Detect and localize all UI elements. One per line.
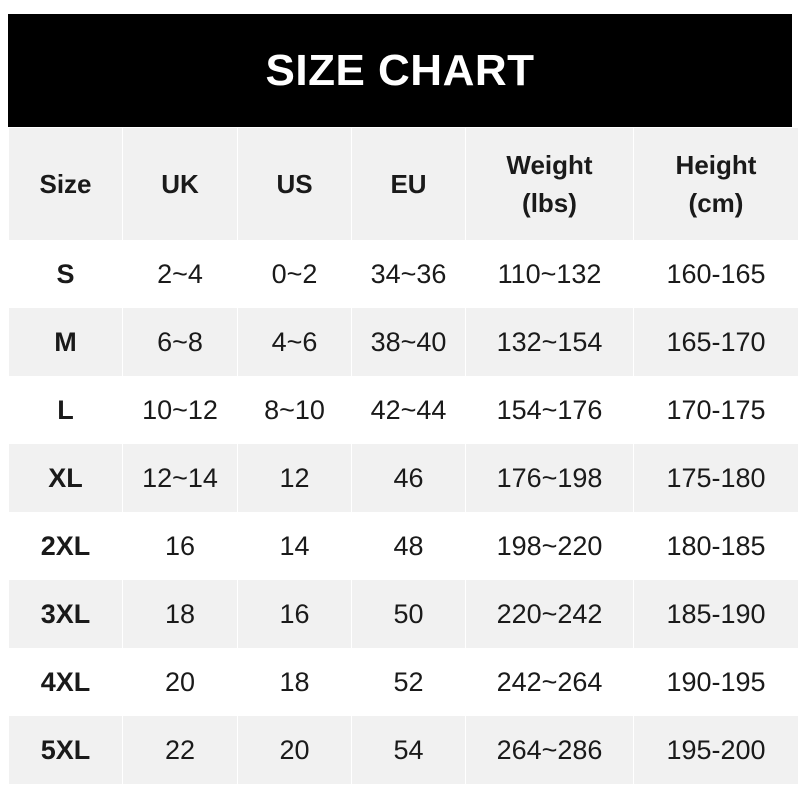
table-cell: 12~14 [122, 444, 238, 512]
table-cell: 170-175 [633, 376, 798, 444]
table-cell: 22 [122, 716, 238, 784]
size-chart-title: SIZE CHART [8, 14, 792, 127]
table-cell: 132~154 [465, 308, 634, 376]
table-cell: 110~132 [465, 240, 634, 308]
column-header-label: US [276, 169, 313, 199]
column-header-label: Size [39, 169, 92, 199]
table-cell: 198~220 [465, 512, 634, 580]
table-cell: 12 [237, 444, 352, 512]
table-cell: 8~10 [237, 376, 352, 444]
table-cell: 0~2 [237, 240, 352, 308]
column-header: US [237, 128, 352, 240]
size-cell: 5XL [8, 716, 123, 784]
table-cell: 20 [122, 648, 238, 716]
table-cell: 185-190 [633, 580, 798, 648]
table-row: 2XL 16 14 48 198~220 180-185 [8, 512, 798, 580]
table-row: 5XL 22 20 54 264~286 195-200 [8, 716, 798, 784]
size-chart-table: Size UK US EU Weight (lbs) Height (cm) S 2~4 0~2 3… [8, 128, 798, 784]
column-header-label: UK [161, 169, 199, 199]
table-cell: 176~198 [465, 444, 634, 512]
table-cell: 48 [351, 512, 466, 580]
table-cell: 195-200 [633, 716, 798, 784]
size-cell: 2XL [8, 512, 123, 580]
table-cell: 16 [122, 512, 238, 580]
table-cell: 54 [351, 716, 466, 784]
table-row: S 2~4 0~2 34~36 110~132 160-165 [8, 240, 798, 308]
column-header-unit: (lbs) [522, 188, 577, 218]
table-row: 4XL 20 18 52 242~264 190-195 [8, 648, 798, 716]
table-cell: 6~8 [122, 308, 238, 376]
table-cell: 242~264 [465, 648, 634, 716]
table-cell: 220~242 [465, 580, 634, 648]
table-cell: 34~36 [351, 240, 466, 308]
size-cell: M [8, 308, 123, 376]
table-row: M 6~8 4~6 38~40 132~154 165-170 [8, 308, 798, 376]
size-cell: XL [8, 444, 123, 512]
size-cell: S [8, 240, 123, 308]
table-cell: 18 [122, 580, 238, 648]
size-cell: L [8, 376, 123, 444]
table-cell: 38~40 [351, 308, 466, 376]
column-header: Height (cm) [633, 128, 798, 240]
column-header: Weight (lbs) [465, 128, 634, 240]
table-cell: 20 [237, 716, 352, 784]
table-cell: 52 [351, 648, 466, 716]
column-header: EU [351, 128, 466, 240]
size-cell: 3XL [8, 580, 123, 648]
table-cell: 2~4 [122, 240, 238, 308]
table-row: XL 12~14 12 46 176~198 175-180 [8, 444, 798, 512]
column-header-label: EU [390, 169, 427, 199]
table-cell: 14 [237, 512, 352, 580]
table-cell: 175-180 [633, 444, 798, 512]
table-cell: 154~176 [465, 376, 634, 444]
table-cell: 160-165 [633, 240, 798, 308]
table-cell: 46 [351, 444, 466, 512]
table-cell: 10~12 [122, 376, 238, 444]
column-header-label: Height [675, 150, 757, 180]
column-header-label: Weight [506, 150, 593, 180]
column-header-unit: (cm) [688, 188, 744, 218]
table-cell: 190-195 [633, 648, 798, 716]
size-cell: 4XL [8, 648, 123, 716]
table-row: L 10~12 8~10 42~44 154~176 170-175 [8, 376, 798, 444]
table-cell: 42~44 [351, 376, 466, 444]
table-cell: 16 [237, 580, 352, 648]
table-row: 3XL 18 16 50 220~242 185-190 [8, 580, 798, 648]
table-cell: 50 [351, 580, 466, 648]
table-cell: 4~6 [237, 308, 352, 376]
table-cell: 165-170 [633, 308, 798, 376]
header-row: Size UK US EU Weight (lbs) Height (cm) [8, 128, 798, 240]
table-cell: 264~286 [465, 716, 634, 784]
table-cell: 18 [237, 648, 352, 716]
column-header: UK [122, 128, 238, 240]
table-cell: 180-185 [633, 512, 798, 580]
column-header: Size [8, 128, 123, 240]
